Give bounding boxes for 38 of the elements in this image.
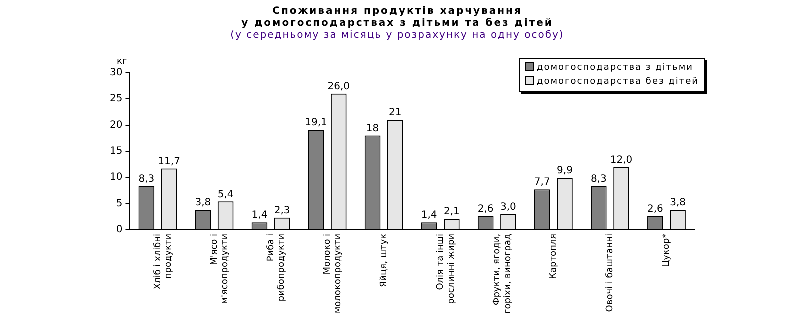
data-label: 8,3	[138, 174, 155, 186]
x-tick-label: Олія та інші рослинні жири	[436, 234, 457, 304]
data-label: 2,6	[478, 204, 494, 215]
y-tick-label: 0	[116, 224, 123, 236]
y-tick-label: 10	[110, 172, 123, 184]
y-tick-label: 25	[110, 94, 123, 105]
chart-title: Споживання продуктів харчування у домогосподарствах з дітьми та без дітей	[242, 6, 554, 29]
data-label: 26,0	[328, 82, 350, 93]
x-tick-label: Хліб і хлібні продукти	[153, 234, 174, 290]
data-label: 1,4	[421, 210, 438, 222]
data-label: 2,1	[444, 206, 460, 218]
y-tick-label: 30	[110, 68, 123, 79]
chart-subtitle: (у середньому за місяць у розрахунку на одну особу)	[230, 30, 566, 42]
data-label: 3,0	[500, 202, 516, 213]
data-label: 2,6	[647, 204, 664, 215]
data-label: 19,1	[305, 118, 328, 129]
data-label: 9,9	[557, 166, 573, 177]
data-label: 18	[366, 123, 380, 134]
x-tick-label: Картопля	[549, 234, 560, 280]
data-label: 11,7	[158, 156, 180, 168]
data-label: 21	[389, 108, 402, 119]
data-label: 5,4	[218, 189, 234, 200]
x-tick-label: Цукор*	[662, 233, 672, 268]
data-label: 3,8	[195, 198, 212, 209]
legend-label: домогосподарства з дітьми	[536, 62, 694, 75]
data-label: 7,7	[534, 177, 550, 188]
y-tick-label: 20	[110, 120, 123, 131]
legend-label: домогосподарства без дітей	[536, 76, 700, 89]
data-label: 12,0	[610, 154, 633, 166]
x-tick-label: Овочі і баштанні	[606, 234, 616, 312]
data-label: 1,4	[252, 210, 268, 222]
data-label: 8,3	[590, 174, 607, 186]
y-tick-label: 5	[116, 198, 123, 210]
data-label: 2,3	[274, 205, 290, 216]
y-tick-label: 15	[110, 146, 123, 158]
data-label: 3,8	[670, 198, 686, 209]
x-tick-label: Яйця, штук	[379, 233, 390, 288]
y-axis-title: кг	[117, 57, 128, 67]
